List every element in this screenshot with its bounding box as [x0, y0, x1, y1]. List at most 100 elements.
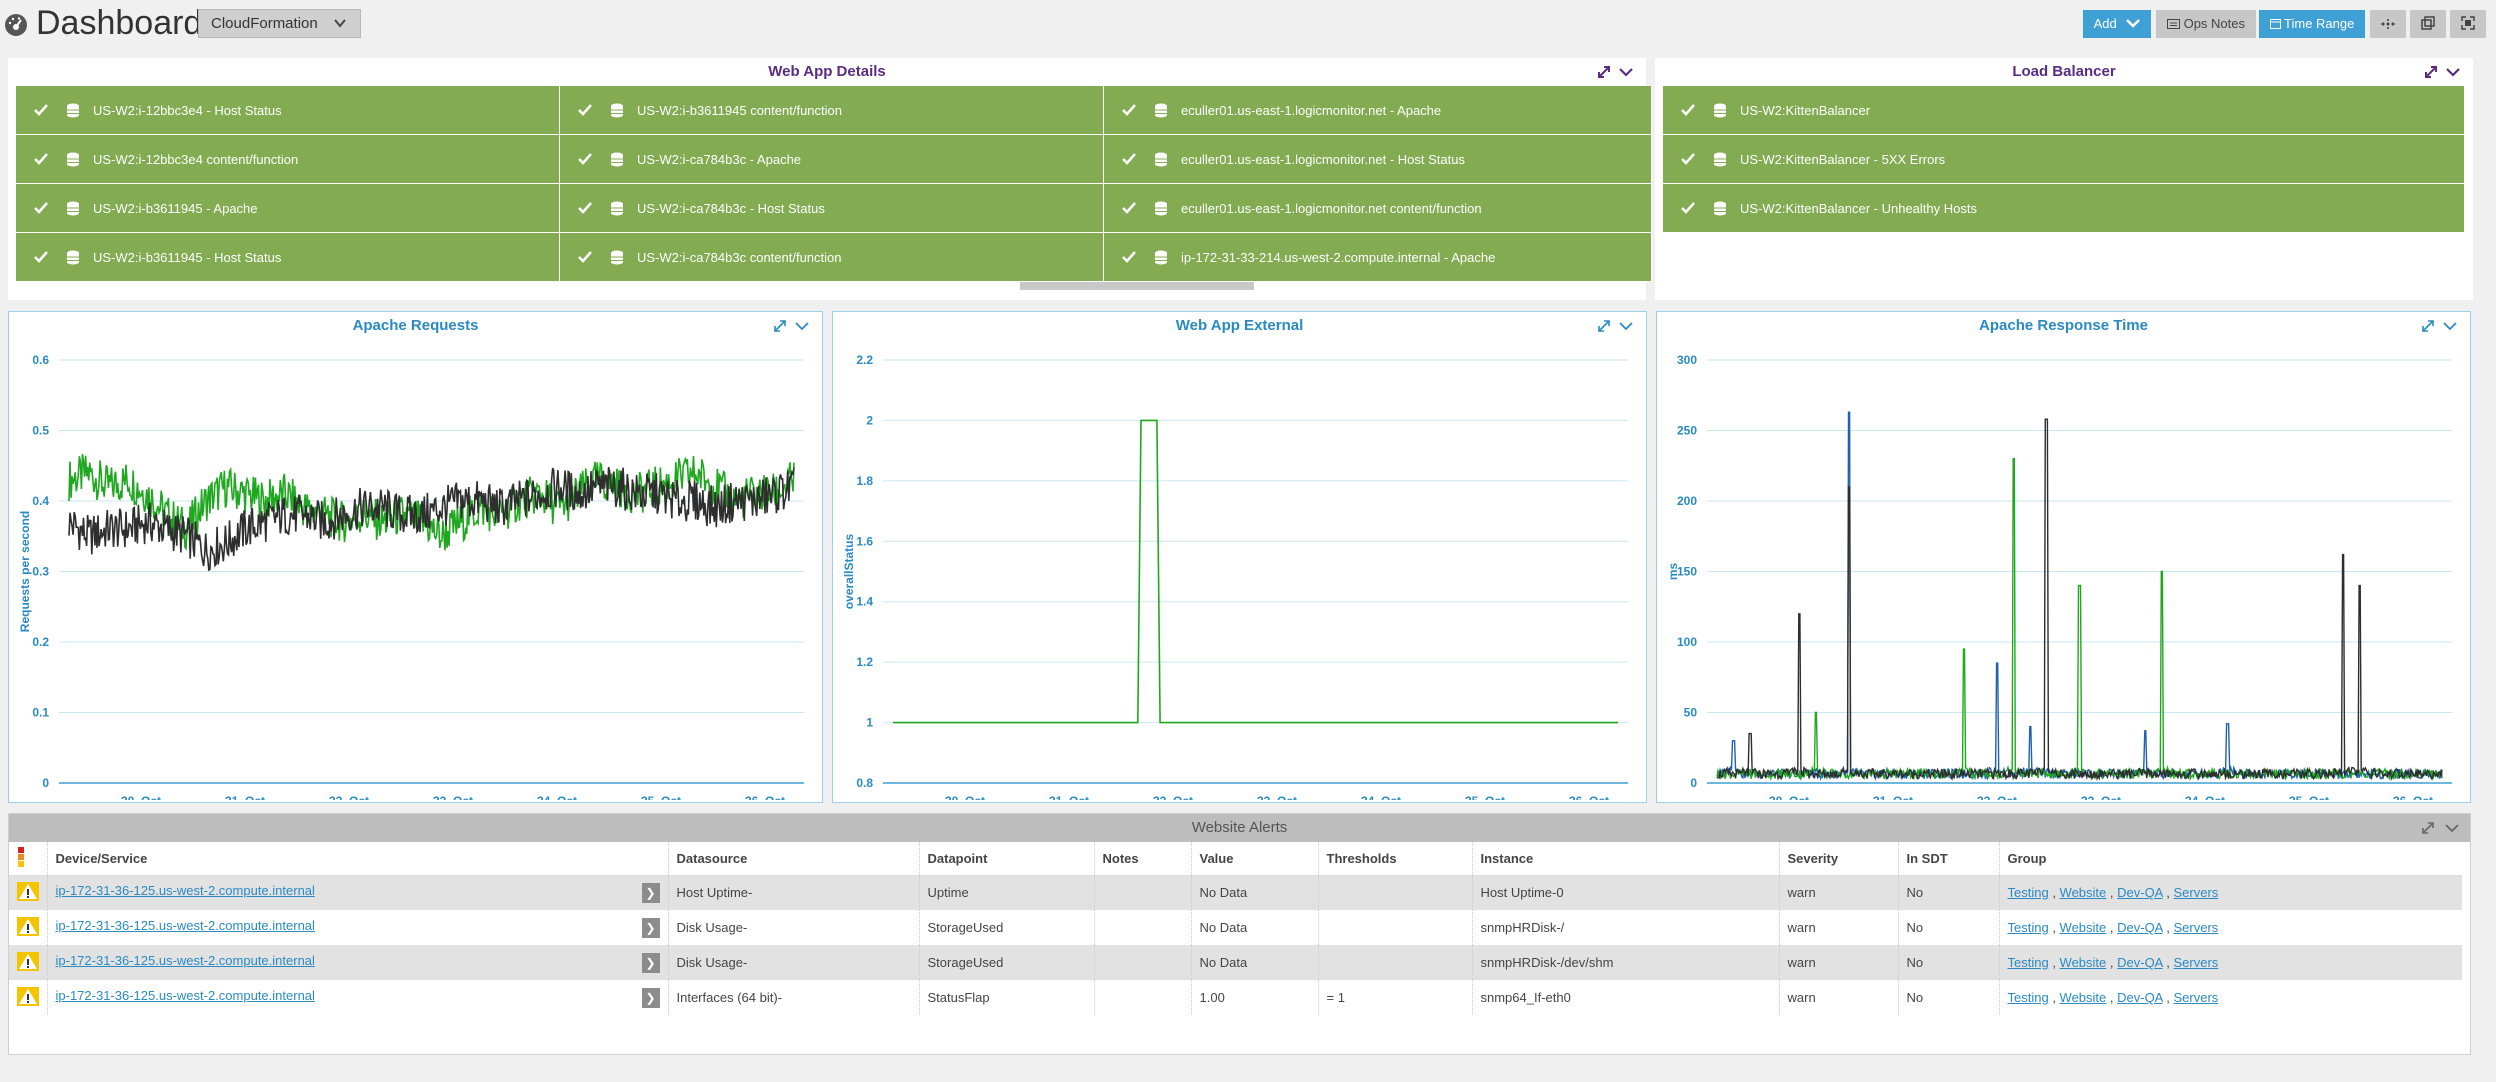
y-tick-label: 200 — [1677, 494, 1697, 508]
database-icon — [1714, 152, 1726, 167]
x-tick-label: 23. Oct — [1257, 794, 1297, 800]
column-header[interactable]: Instance — [1472, 842, 1780, 876]
status-cell[interactable]: eculler01.us-east-1.logicmonitor.net con… — [1104, 184, 1652, 233]
column-header[interactable]: Datasource — [668, 842, 920, 876]
thresholds-cell — [1318, 910, 1473, 945]
in-sdt-cell: No — [1898, 875, 2000, 910]
table-row[interactable]: ip-172-31-36-125.us-west-2.compute.inter… — [9, 875, 2462, 910]
chevron-down-icon[interactable] — [2442, 318, 2458, 334]
widget-controls — [1596, 318, 1636, 334]
status-cell[interactable]: US-W2:i-12bbc3e4 - Host Status — [16, 86, 560, 135]
page-title: Dashboard: — [36, 4, 212, 42]
thresholds-cell — [1318, 945, 1473, 980]
status-cell-label: US-W2:i-12bbc3e4 - Host Status — [93, 103, 282, 118]
expand-icon[interactable] — [1596, 318, 1612, 334]
column-header[interactable]: In SDT — [1898, 842, 2000, 876]
group-link[interactable]: Testing — [2007, 990, 2049, 1005]
time-range-button[interactable]: Time Range — [2259, 10, 2365, 38]
group-cell: Testing , Website , Dev-QA , Servers — [1999, 875, 2462, 910]
status-cell[interactable]: eculler01.us-east-1.logicmonitor.net - H… — [1104, 135, 1652, 184]
status-cell[interactable]: US-W2:KittenBalancer — [1663, 86, 2465, 135]
table-row[interactable]: ip-172-31-36-125.us-west-2.compute.inter… — [9, 945, 2462, 980]
group-link[interactable]: Testing — [2007, 885, 2049, 901]
group-link[interactable]: Dev-QA — [2117, 885, 2163, 901]
horizontal-scrollbar[interactable] — [1020, 282, 1254, 290]
widget-title: Apache Response Time — [1979, 317, 2148, 334]
chevron-down-icon[interactable] — [1618, 64, 1634, 80]
widget-title: Load Balancer — [2012, 63, 2116, 80]
group-link[interactable]: Dev-QA — [2117, 955, 2163, 970]
y-tick-label: 100 — [1677, 635, 1697, 649]
chevron-down-icon[interactable] — [794, 318, 810, 334]
database-icon — [1155, 201, 1167, 216]
group-link[interactable]: Website — [2059, 990, 2107, 1005]
group-link[interactable]: Servers — [2173, 920, 2219, 935]
expand-icon[interactable] — [1596, 64, 1612, 80]
status-cell[interactable]: US-W2:i-12bbc3e4 content/function — [16, 135, 560, 184]
group-link[interactable]: Testing — [2007, 955, 2049, 970]
group-link[interactable]: Website — [2059, 885, 2107, 901]
device-link[interactable]: ip-172-31-36-125.us-west-2.compute.inter… — [55, 952, 315, 968]
group-link[interactable]: Servers — [2173, 990, 2219, 1005]
warning-icon — [17, 881, 39, 901]
status-cell[interactable]: US-W2:i-ca784b3c content/function — [560, 233, 1104, 282]
warning-icon — [17, 916, 39, 936]
status-cell[interactable]: US-W2:i-ca784b3c - Apache — [560, 135, 1104, 184]
device-link[interactable]: ip-172-31-36-125.us-west-2.compute.inter… — [55, 882, 315, 898]
status-cell[interactable]: US-W2:i-b3611945 - Apache — [16, 184, 560, 233]
move-icon — [2381, 19, 2395, 29]
layout-button[interactable] — [2370, 10, 2406, 38]
ops-notes-button[interactable]: Ops Notes — [2156, 10, 2256, 38]
group-link[interactable]: Website — [2059, 920, 2107, 935]
device-link[interactable]: ip-172-31-36-125.us-west-2.compute.inter… — [55, 987, 315, 1003]
row-detail-button[interactable]: ❯ — [641, 987, 660, 1008]
column-header[interactable]: Value — [1191, 842, 1319, 876]
fullscreen-button[interactable] — [2450, 10, 2486, 38]
status-cell[interactable]: US-W2:i-b3611945 - Host Status — [16, 233, 560, 282]
table-row[interactable]: ip-172-31-36-125.us-west-2.compute.inter… — [9, 980, 2462, 1015]
series-line — [1716, 457, 2443, 782]
table-row[interactable]: ip-172-31-36-125.us-west-2.compute.inter… — [9, 910, 2462, 945]
status-cell[interactable]: ip-172-31-33-214.us-west-2.compute.inter… — [1104, 233, 1652, 282]
row-detail-button[interactable]: ❯ — [641, 917, 660, 938]
column-header[interactable]: Datapoint — [919, 842, 1095, 876]
column-header[interactable]: Severity — [1779, 842, 1899, 876]
group-link[interactable]: Servers — [2173, 885, 2219, 901]
chevron-down-icon[interactable] — [1618, 318, 1634, 334]
add-button[interactable]: Add — [2083, 10, 2151, 38]
group-link[interactable]: Dev-QA — [2117, 920, 2163, 935]
group-link[interactable]: Servers — [2173, 955, 2219, 970]
group-link[interactable]: Dev-QA — [2117, 990, 2163, 1005]
expand-icon[interactable] — [772, 318, 788, 334]
column-header[interactable]: Group — [1999, 842, 2462, 876]
expand-icon[interactable] — [2420, 820, 2436, 836]
expand-icon[interactable] — [2423, 64, 2439, 80]
row-detail-button[interactable]: ❯ — [641, 952, 660, 973]
clone-button[interactable] — [2410, 10, 2446, 38]
status-cell[interactable]: eculler01.us-east-1.logicmonitor.net - A… — [1104, 86, 1652, 135]
expand-icon[interactable] — [2420, 318, 2436, 334]
dashboard-icon — [5, 14, 27, 36]
column-header[interactable]: Notes — [1094, 842, 1192, 876]
x-tick-label: 21. Oct — [1873, 794, 1913, 800]
group-link[interactable]: Testing — [2007, 920, 2049, 935]
status-cell[interactable]: US-W2:i-b3611945 content/function — [560, 86, 1104, 135]
chevron-down-icon[interactable] — [2444, 820, 2460, 836]
dashboard-select[interactable]: CloudFormation — [198, 9, 361, 38]
device-link[interactable]: ip-172-31-36-125.us-west-2.compute.inter… — [55, 917, 315, 933]
series-line — [1716, 411, 2443, 782]
thresholds-cell: = 1 — [1318, 980, 1473, 1015]
check-icon — [34, 202, 48, 214]
chevron-down-icon[interactable] — [2445, 64, 2461, 80]
status-cell[interactable]: US-W2:KittenBalancer - Unhealthy Hosts — [1663, 184, 2465, 233]
row-detail-button[interactable]: ❯ — [641, 882, 660, 903]
dashboard-header: Dashboard: CloudFormation Add Ops Notes … — [0, 0, 2496, 48]
status-cell[interactable]: US-W2:KittenBalancer - 5XX Errors — [1663, 135, 2465, 184]
group-cell: Testing , Website , Dev-QA , Servers — [2007, 990, 2219, 1005]
group-link[interactable]: Website — [2059, 955, 2107, 970]
column-header[interactable]: Thresholds — [1318, 842, 1473, 876]
add-button-label: Add — [2093, 16, 2117, 31]
column-header[interactable]: Device/Service — [47, 842, 669, 876]
severity-sort-header[interactable] — [9, 842, 48, 876]
status-cell[interactable]: US-W2:i-ca784b3c - Host Status — [560, 184, 1104, 233]
